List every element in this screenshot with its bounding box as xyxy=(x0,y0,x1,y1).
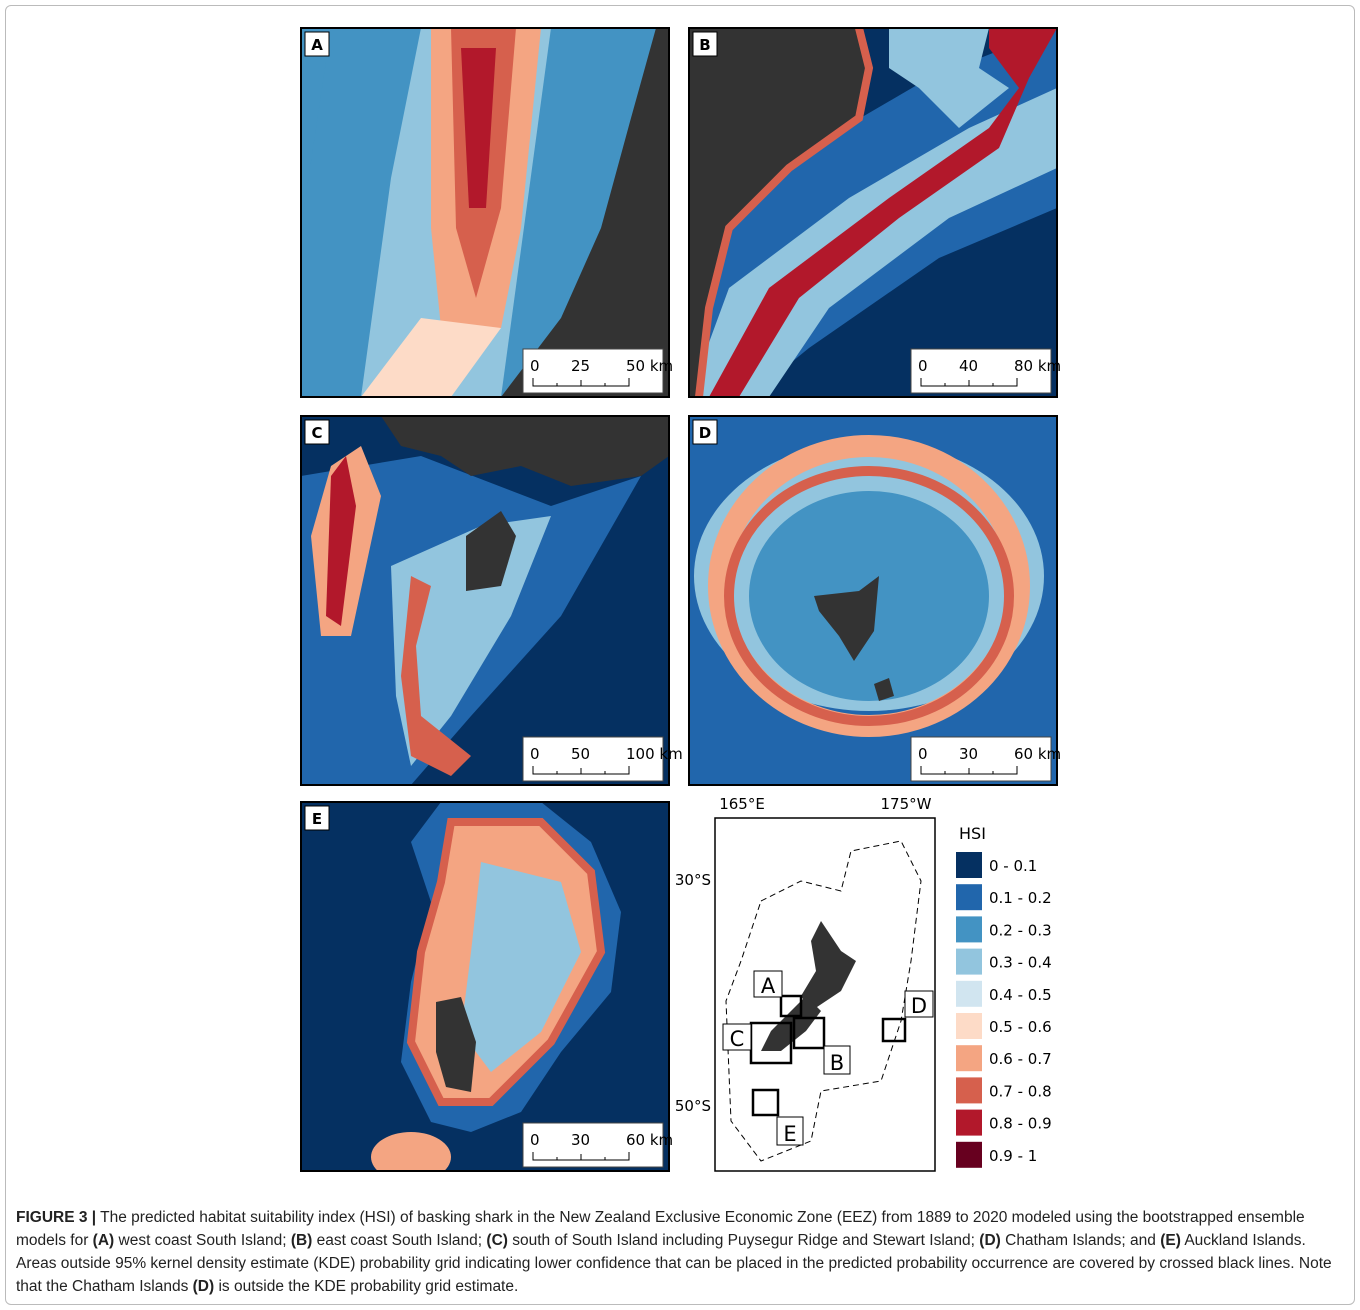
caption-text: is outside the KDE probability grid esti… xyxy=(214,1278,518,1295)
scale-label: 0 xyxy=(918,357,928,375)
scale-label: 60 km xyxy=(1014,745,1061,763)
scale-label: 0 xyxy=(530,745,540,763)
caption-text: (D) xyxy=(979,1232,1001,1249)
region-label: A xyxy=(761,974,776,998)
caption-text: west coast South Island; xyxy=(114,1232,291,1249)
panel-label: A xyxy=(311,36,323,54)
scale-label: 50 km xyxy=(626,357,673,375)
caption-text: Chatham Islands; and xyxy=(1001,1232,1160,1249)
scale-label: 60 km xyxy=(626,1131,673,1149)
legend-label: 0.4 - 0.5 xyxy=(989,986,1052,1004)
legend-title: HSI xyxy=(959,824,986,843)
legend-label: 0.5 - 0.6 xyxy=(989,1018,1052,1036)
legend-swatch xyxy=(956,949,982,975)
scale-label: 0 xyxy=(530,357,540,375)
longitude-label: 175°W xyxy=(881,795,932,813)
legend-swatch xyxy=(956,1110,982,1136)
caption-text: (C) xyxy=(486,1232,508,1249)
caption-text: south of South Island including Puysegur… xyxy=(508,1232,979,1249)
map-panel xyxy=(301,28,669,397)
region-label: E xyxy=(783,1122,796,1146)
scale-label: 25 xyxy=(571,357,590,375)
map-panel xyxy=(301,416,669,785)
scale-label: 40 xyxy=(959,357,978,375)
legend-label: 0.3 - 0.4 xyxy=(989,954,1052,972)
scale-label: 50 xyxy=(571,745,590,763)
caption-text: east coast South Island; xyxy=(312,1232,486,1249)
caption-text: (D) xyxy=(193,1278,215,1295)
region-label: C xyxy=(730,1027,745,1051)
region-label: D xyxy=(911,994,927,1018)
longitude-label: 165°E xyxy=(719,795,765,813)
legend-swatch xyxy=(956,1045,982,1071)
latitude-label: 50°S xyxy=(675,1097,711,1115)
figure: A 0 25 50 km B 0 40 80 km C 0 50 100 km D 0 30 60 km… xyxy=(5,5,1355,1305)
legend-label: 0.1 - 0.2 xyxy=(989,889,1052,907)
legend-swatch xyxy=(956,1142,982,1168)
caption-text: (B) xyxy=(291,1232,313,1249)
panel-label: E xyxy=(312,810,322,828)
figure-panels: A 0 25 50 km B 0 40 80 km C 0 50 100 km D 0 30 60 km… xyxy=(5,5,1355,1196)
region-label: B xyxy=(830,1051,844,1075)
caption-text: FIGURE 3 | xyxy=(16,1209,96,1226)
caption: FIGURE 3 | The predicted habitat suitabi… xyxy=(16,1206,1341,1298)
panel-label: D xyxy=(699,424,711,442)
panel-label: C xyxy=(311,424,322,442)
legend-label: 0.6 - 0.7 xyxy=(989,1050,1052,1068)
latitude-label: 30°S xyxy=(675,871,711,889)
scale-label: 0 xyxy=(918,745,928,763)
scale-label: 100 km xyxy=(626,745,683,763)
map-panel xyxy=(689,28,1057,397)
legend-swatch xyxy=(956,1013,982,1039)
legend-swatch xyxy=(956,981,982,1007)
legend-swatch xyxy=(956,852,982,878)
scale-label: 0 xyxy=(530,1131,540,1149)
legend-swatch xyxy=(956,916,982,942)
legend-label: 0.7 - 0.8 xyxy=(989,1082,1052,1100)
legend-label: 0.9 - 1 xyxy=(989,1147,1037,1165)
scale-label: 80 km xyxy=(1014,357,1061,375)
legend-swatch xyxy=(956,884,982,910)
caption-text: (E) xyxy=(1160,1232,1181,1249)
panel-label: B xyxy=(699,36,710,54)
legend-label: 0 - 0.1 xyxy=(989,857,1037,875)
legend-label: 0.8 - 0.9 xyxy=(989,1115,1052,1133)
map-panel xyxy=(689,416,1057,785)
legend-swatch xyxy=(956,1077,982,1103)
legend-label: 0.2 - 0.3 xyxy=(989,921,1052,939)
scale-label: 30 xyxy=(959,745,978,763)
caption-text: (A) xyxy=(93,1232,115,1249)
scale-label: 30 xyxy=(571,1131,590,1149)
